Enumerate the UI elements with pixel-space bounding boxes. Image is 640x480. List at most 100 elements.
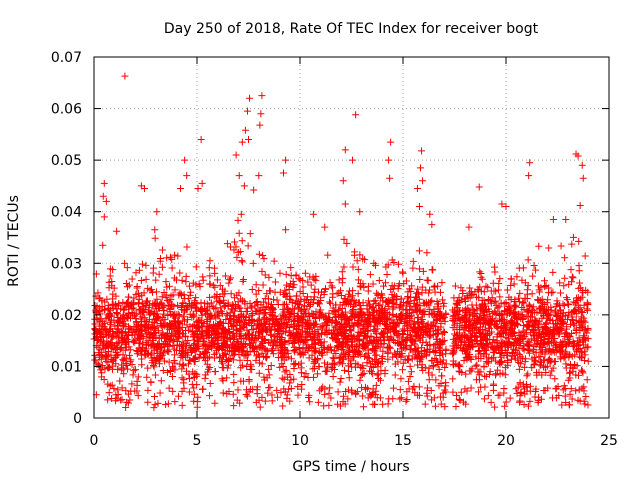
data-point <box>194 393 202 401</box>
data-point <box>195 334 203 342</box>
data-point <box>373 394 381 402</box>
data-point <box>291 322 299 330</box>
data-point <box>219 285 227 293</box>
data-point <box>562 215 570 223</box>
data-point <box>280 385 288 393</box>
data-point <box>549 337 557 345</box>
data-point <box>364 384 372 392</box>
data-point <box>100 323 108 331</box>
data-point <box>480 288 488 296</box>
data-point <box>577 308 585 316</box>
data-point <box>150 404 158 412</box>
data-point <box>375 277 383 285</box>
data-point <box>399 268 407 276</box>
data-point <box>428 266 436 274</box>
data-point <box>133 387 141 395</box>
data-point <box>341 366 349 374</box>
data-point <box>184 326 192 334</box>
data-point <box>370 326 378 334</box>
data-point <box>542 319 550 327</box>
data-point <box>456 316 464 324</box>
x-tick-label: 25 <box>600 433 618 449</box>
data-point <box>516 289 524 297</box>
data-point <box>578 293 586 301</box>
data-point <box>567 385 575 393</box>
data-point <box>580 317 588 325</box>
data-point <box>395 260 403 268</box>
data-point <box>430 348 438 356</box>
data-point <box>298 313 306 321</box>
data-point <box>139 332 147 340</box>
data-point <box>432 335 440 343</box>
data-point <box>152 305 160 313</box>
data-point <box>521 294 529 302</box>
data-point <box>265 384 273 392</box>
data-point <box>566 320 574 328</box>
data-point <box>501 308 509 316</box>
data-point <box>345 348 353 356</box>
data-point <box>279 402 287 410</box>
data-point <box>218 375 226 383</box>
data-point <box>520 363 528 371</box>
data-points <box>90 72 592 412</box>
data-point <box>536 340 544 348</box>
data-point <box>230 402 238 410</box>
data-point <box>268 391 276 399</box>
data-point <box>181 317 189 325</box>
data-point <box>568 240 576 248</box>
data-point <box>395 338 403 346</box>
data-point <box>515 359 523 367</box>
data-point <box>259 327 267 335</box>
data-point <box>360 335 368 343</box>
data-point <box>489 279 497 287</box>
data-point <box>340 235 348 243</box>
data-point <box>181 333 189 341</box>
data-point <box>220 344 228 352</box>
data-point <box>198 385 206 393</box>
y-tick-label: 0 <box>73 411 82 427</box>
data-point <box>134 331 142 339</box>
data-point <box>311 328 319 336</box>
data-point <box>524 337 532 345</box>
data-point <box>260 255 268 263</box>
data-point <box>221 290 229 298</box>
data-point <box>217 322 225 330</box>
data-point <box>407 287 415 295</box>
data-point <box>430 394 438 402</box>
data-point <box>557 289 565 297</box>
data-point <box>409 257 417 265</box>
data-point <box>264 347 272 355</box>
data-point <box>344 362 352 370</box>
data-point <box>409 323 417 331</box>
data-point <box>440 299 448 307</box>
data-point <box>513 389 521 397</box>
data-point <box>264 295 272 303</box>
data-point <box>311 340 319 348</box>
data-point <box>216 304 224 312</box>
data-point <box>168 264 176 272</box>
data-point <box>235 229 243 237</box>
data-point <box>248 325 256 333</box>
data-point <box>408 355 416 363</box>
data-point <box>441 403 449 411</box>
data-point <box>282 366 290 374</box>
data-point <box>118 384 126 392</box>
data-point <box>498 329 506 337</box>
data-point <box>184 337 192 345</box>
data-point <box>345 355 353 363</box>
data-point <box>98 348 106 356</box>
data-point <box>453 341 461 349</box>
data-point <box>120 370 128 378</box>
data-point <box>144 284 152 292</box>
data-point <box>99 192 107 200</box>
data-point <box>555 330 563 338</box>
data-point <box>326 384 334 392</box>
data-point <box>104 380 112 388</box>
data-point <box>206 364 214 372</box>
data-point <box>297 369 305 377</box>
data-point <box>531 393 539 401</box>
data-point <box>250 344 258 352</box>
data-point <box>161 346 169 354</box>
data-point <box>449 375 457 383</box>
data-point <box>98 361 106 369</box>
